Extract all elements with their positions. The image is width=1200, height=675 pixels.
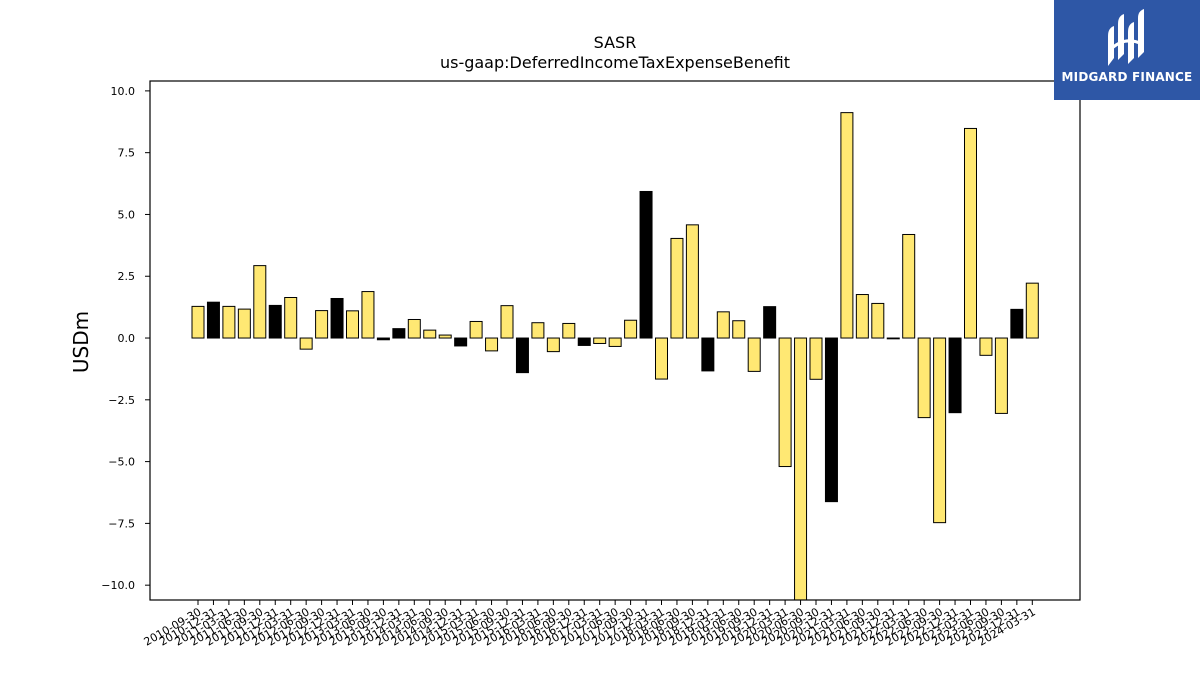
bar-2021-09-30 xyxy=(871,302,885,339)
bar-2018-12-31 xyxy=(701,337,715,372)
bar-2020-06-30 xyxy=(794,337,808,601)
y-tick-label: 2.5 xyxy=(118,270,136,283)
bar-2022-09-30 xyxy=(933,337,947,524)
bar-2014-03-31 xyxy=(407,318,421,339)
bar-2014-12-31 xyxy=(454,337,468,347)
bar-2018-09-30 xyxy=(685,224,699,339)
bar-2023-09-30 xyxy=(994,337,1008,414)
logo-text: MIDGARD FINANCE xyxy=(1061,70,1193,84)
bar-2011-12-31 xyxy=(268,304,282,339)
bar-2016-12-31 xyxy=(577,337,591,346)
bar-2021-06-30 xyxy=(855,294,869,339)
bar-2023-12-31 xyxy=(1010,308,1024,339)
midgard-finance-logo: MIDGARD FINANCE xyxy=(1054,0,1200,100)
y-tick-label: 10.0 xyxy=(111,85,136,98)
bar-2022-06-30 xyxy=(917,337,931,419)
bar-2020-09-30 xyxy=(809,337,823,380)
y-tick-label: −5.0 xyxy=(108,456,135,469)
bar-2024-03-31 xyxy=(1025,282,1039,339)
chart-subtitle: us-gaap:DeferredIncomeTaxExpenseBenefit xyxy=(440,53,790,72)
bar-series xyxy=(191,112,1039,601)
bar-2022-03-31 xyxy=(902,233,916,339)
bar-2014-06-30 xyxy=(423,329,437,339)
bar-2018-06-30 xyxy=(670,237,684,339)
bar-2013-12-31 xyxy=(392,328,406,339)
bar-2021-12-31 xyxy=(886,337,900,340)
bar-2015-03-31 xyxy=(469,320,483,339)
bar-2015-06-30 xyxy=(485,337,499,352)
bar-2023-03-31 xyxy=(964,127,977,339)
bar-2013-09-30 xyxy=(376,337,390,341)
bar-2019-09-30 xyxy=(747,337,761,372)
plot-frame xyxy=(149,80,1081,601)
bar-2020-12-31 xyxy=(824,337,838,503)
bar-2023-06-30 xyxy=(979,337,993,356)
y-axis-label: USDm xyxy=(69,311,93,373)
y-tick-label: 5.0 xyxy=(118,208,136,221)
bar-2010-09-30 xyxy=(191,305,205,339)
bar-2012-06-30 xyxy=(299,337,313,350)
bar-2017-03-31 xyxy=(593,337,607,344)
bar-2019-06-30 xyxy=(732,320,746,339)
bar-2012-03-31 xyxy=(284,297,298,339)
bar-2015-09-30 xyxy=(500,305,514,339)
bar-2012-09-30 xyxy=(315,310,329,339)
y-tick-label: −10.0 xyxy=(101,579,135,592)
bar-2013-06-30 xyxy=(361,291,375,339)
y-tick-label: 7.5 xyxy=(118,147,136,160)
bar-2013-03-31 xyxy=(346,310,359,339)
bar-2017-12-31 xyxy=(639,190,653,339)
bar-2016-06-30 xyxy=(546,337,560,353)
x-axis: 2010-09-302010-12-312011-03-312011-06-30… xyxy=(142,600,1038,649)
bar-2016-03-31 xyxy=(531,322,545,339)
bar-2011-09-30 xyxy=(253,265,267,339)
y-tick-label: −2.5 xyxy=(108,394,135,407)
bar-2017-09-30 xyxy=(624,319,638,339)
bar-2020-03-31 xyxy=(778,337,792,468)
y-tick-label: −7.5 xyxy=(108,517,135,530)
bar-2010-12-31 xyxy=(206,301,220,339)
bar-2011-06-30 xyxy=(237,308,251,339)
bar-2015-12-31 xyxy=(515,337,529,374)
bar-2022-12-31 xyxy=(948,337,962,414)
chart-title: SASR xyxy=(594,33,637,52)
bar-2011-03-31 xyxy=(222,305,236,339)
bar-2014-09-30 xyxy=(438,334,452,339)
y-tick-label: 0.0 xyxy=(118,332,136,345)
bar-2021-03-31 xyxy=(840,112,854,339)
bar-2016-09-30 xyxy=(562,322,576,339)
bar-2012-12-31 xyxy=(330,297,344,339)
bar-2019-03-31 xyxy=(716,311,730,339)
midgard-logo-icon xyxy=(1108,9,1144,66)
y-axis: −10.0 −7.5 −5.0 −2.5 0.0 2.5 5.0 7.5 10.0 xyxy=(101,85,150,592)
bar-2018-03-31 xyxy=(655,337,668,380)
bar-2019-12-31 xyxy=(763,306,777,339)
bar-2017-06-30 xyxy=(608,337,622,347)
